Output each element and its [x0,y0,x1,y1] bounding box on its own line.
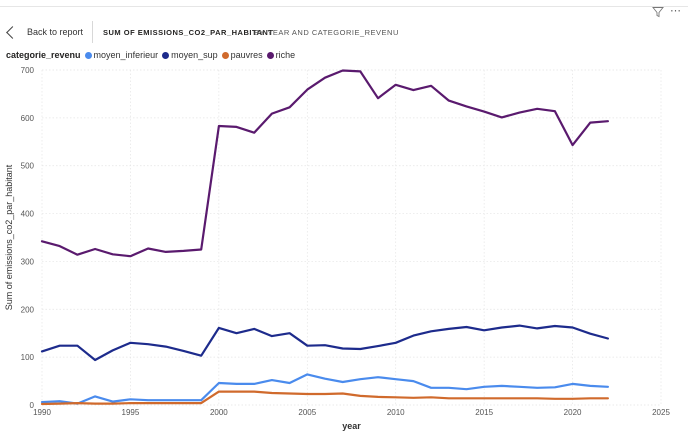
y-axis-label: Sum of emissions_co2_par_habitant [4,164,14,310]
chart-title: SUM OF EMISSIONS_CO2_PAR_HABITANT [103,28,274,37]
legend-label: riche [275,50,296,60]
y-tick-label: 300 [21,257,35,266]
more-options-icon[interactable]: ⋯ [670,5,682,17]
legend-label: pauvres [230,50,263,60]
x-axis-label: year [342,421,361,431]
legend-item-moyen-sup[interactable]: moyen_sup [162,50,218,60]
series-line-moyen-sup[interactable] [40,324,610,362]
x-tick-label: 2010 [387,408,405,417]
x-tick-label: 1990 [33,408,51,417]
legend-item-moyen-inferieur[interactable]: moyen_inferieur [84,50,159,60]
x-tick-label: 2000 [210,408,228,417]
legend-dot [162,51,170,59]
series-line-pauvres[interactable] [40,390,610,406]
y-tick-label: 100 [21,353,35,362]
series-line-riche[interactable] [40,69,610,258]
x-tick-label: 2020 [564,408,582,417]
top-border [0,0,688,7]
x-tick-label: 2025 [652,408,670,417]
header-separator [92,21,93,43]
series-line-moyen-inferieur[interactable] [40,373,610,405]
back-to-report-label: Back to report [27,27,84,37]
y-tick-label: 700 [21,66,35,75]
y-tick-label: 400 [21,210,35,219]
legend-dot [84,51,92,59]
legend-label: moyen_inferieur [93,50,159,60]
chart-subtitle: BY YEAR AND CATEGORIE_REVENU [254,28,399,37]
y-tick-label: 500 [21,162,35,171]
y-tick-label: 0 [30,401,35,410]
legend-title: categorie_revenu [6,50,81,60]
legend-dot [221,51,229,59]
y-tick-label: 600 [21,114,35,123]
visual-header: Back to report SUM OF EMISSIONS_CO2_PAR_… [0,6,688,43]
legend-item-pauvres[interactable]: pauvres [221,50,263,60]
legend: categorie_revenu moyen_inferieur moyen_s… [6,48,299,62]
legend-item-riche[interactable]: riche [266,50,296,60]
filter-icon[interactable] [652,6,664,18]
x-tick-label: 1995 [122,408,140,417]
legend-dot [266,51,274,59]
back-to-report-button[interactable]: Back to report [6,22,84,42]
legend-label: moyen_sup [171,50,218,60]
x-tick-label: 2015 [475,408,493,417]
y-tick-label: 200 [21,305,35,314]
x-tick-label: 2005 [298,408,316,417]
